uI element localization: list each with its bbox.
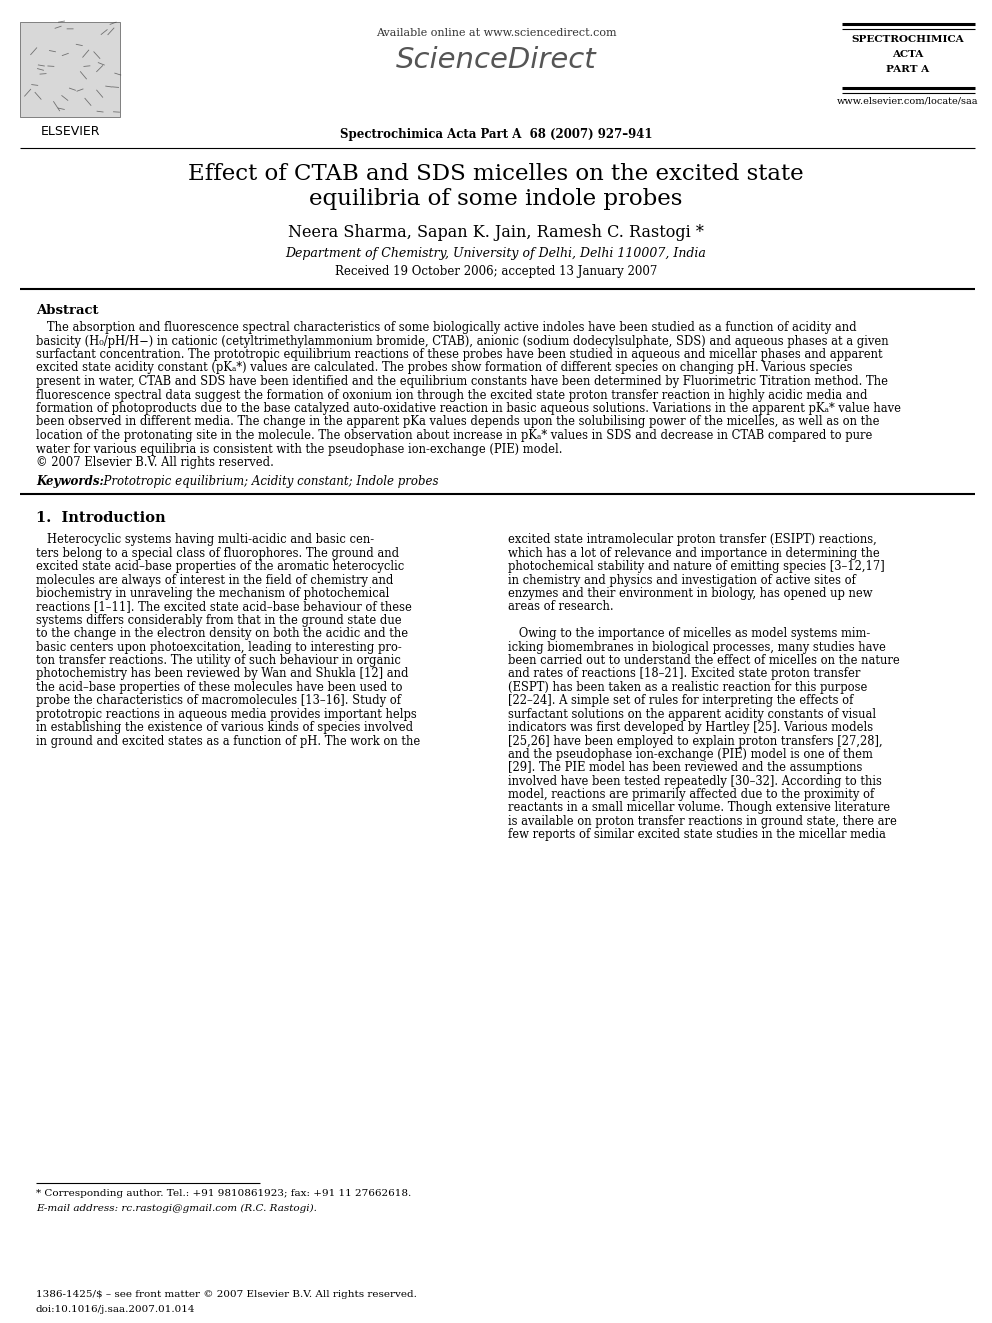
Text: photochemical stability and nature of emitting species [3–12,17]: photochemical stability and nature of em… (508, 561, 885, 573)
Text: formation of photoproducts due to the base catalyzed auto-oxidative reaction in : formation of photoproducts due to the ba… (36, 402, 901, 415)
Text: in ground and excited states as a function of pH. The work on the: in ground and excited states as a functi… (36, 734, 421, 747)
Text: the acid–base properties of these molecules have been used to: the acid–base properties of these molecu… (36, 681, 403, 693)
Text: (ESPT) has been taken as a realistic reaction for this purpose: (ESPT) has been taken as a realistic rea… (508, 681, 867, 693)
Text: been carried out to understand the effect of micelles on the nature: been carried out to understand the effec… (508, 654, 900, 667)
Text: and rates of reactions [18–21]. Excited state proton transfer: and rates of reactions [18–21]. Excited … (508, 668, 860, 680)
Text: ScienceDirect: ScienceDirect (396, 46, 596, 74)
Text: ters belong to a special class of fluorophores. The ground and: ters belong to a special class of fluoro… (36, 546, 399, 560)
Text: Abstract: Abstract (36, 304, 98, 318)
Text: [25,26] have been employed to explain proton transfers [27,28],: [25,26] have been employed to explain pr… (508, 734, 883, 747)
Text: and the pseudophase ion-exchange (PIE) model is one of them: and the pseudophase ion-exchange (PIE) m… (508, 747, 873, 761)
Text: E-mail address: rc.rastogi@gmail.com (R.C. Rastogi).: E-mail address: rc.rastogi@gmail.com (R.… (36, 1204, 316, 1213)
Text: The absorption and fluorescence spectral characteristics of some biologically ac: The absorption and fluorescence spectral… (36, 321, 857, 333)
Text: excited state acid–base properties of the aromatic heterocyclic: excited state acid–base properties of th… (36, 561, 405, 573)
Text: * Corresponding author. Tel.: +91 9810861923; fax: +91 11 27662618.: * Corresponding author. Tel.: +91 981086… (36, 1189, 412, 1199)
Text: Available online at www.sciencedirect.com: Available online at www.sciencedirect.co… (376, 28, 616, 38)
Bar (20, 22, 120, 116)
Text: fluorescence spectral data suggest the formation of oxonium ion through the exci: fluorescence spectral data suggest the f… (36, 389, 867, 401)
Text: model, reactions are primarily affected due to the proximity of: model, reactions are primarily affected … (508, 789, 874, 802)
Text: molecules are always of interest in the field of chemistry and: molecules are always of interest in the … (36, 574, 394, 586)
Text: biochemistry in unraveling the mechanism of photochemical: biochemistry in unraveling the mechanism… (36, 587, 390, 601)
Text: present in water, CTAB and SDS have been identified and the equilibrium constant: present in water, CTAB and SDS have been… (36, 374, 888, 388)
Text: SPECTROCHIMICA: SPECTROCHIMICA (852, 34, 964, 44)
Text: Department of Chemistry, University of Delhi, Delhi 110007, India: Department of Chemistry, University of D… (286, 247, 706, 261)
Text: surfactant solutions on the apparent acidity constants of visual: surfactant solutions on the apparent aci… (508, 708, 876, 721)
Text: Spectrochimica Acta Part A  68 (2007) 927–941: Spectrochimica Acta Part A 68 (2007) 927… (339, 128, 653, 142)
Text: Owing to the importance of micelles as model systems mim-: Owing to the importance of micelles as m… (508, 627, 870, 640)
Text: involved have been tested repeatedly [30–32]. According to this: involved have been tested repeatedly [30… (508, 775, 882, 787)
Text: © 2007 Elsevier B.V. All rights reserved.: © 2007 Elsevier B.V. All rights reserved… (36, 456, 274, 468)
Text: basic centers upon photoexcitation, leading to interesting pro-: basic centers upon photoexcitation, lead… (36, 640, 402, 654)
Text: Neera Sharma, Sapan K. Jain, Ramesh C. Rastogi *: Neera Sharma, Sapan K. Jain, Ramesh C. R… (288, 224, 704, 241)
Text: to the change in the electron density on both the acidic and the: to the change in the electron density on… (36, 627, 408, 640)
Text: [22–24]. A simple set of rules for interpreting the effects of: [22–24]. A simple set of rules for inter… (508, 695, 853, 708)
Text: Effect of CTAB and SDS micelles on the excited state: Effect of CTAB and SDS micelles on the e… (188, 163, 804, 185)
Text: excited state intramolecular proton transfer (ESIPT) reactions,: excited state intramolecular proton tran… (508, 533, 877, 546)
Text: excited state acidity constant (pKₐ*) values are calculated. The probes show for: excited state acidity constant (pKₐ*) va… (36, 361, 852, 374)
Text: systems differs considerably from that in the ground state due: systems differs considerably from that i… (36, 614, 402, 627)
Text: reactions [1–11]. The excited state acid–base behaviour of these: reactions [1–11]. The excited state acid… (36, 601, 412, 614)
Text: ton transfer reactions. The utility of such behaviour in organic: ton transfer reactions. The utility of s… (36, 654, 401, 667)
Text: Heterocyclic systems having multi-acidic and basic cen-: Heterocyclic systems having multi-acidic… (36, 533, 374, 546)
Text: which has a lot of relevance and importance in determining the: which has a lot of relevance and importa… (508, 546, 880, 560)
Text: reactants in a small micellar volume. Though extensive literature: reactants in a small micellar volume. Th… (508, 802, 890, 815)
Text: water for various equilibria is consistent with the pseudophase ion-exchange (PI: water for various equilibria is consiste… (36, 442, 562, 455)
Text: Keywords:: Keywords: (36, 475, 104, 488)
Text: PART A: PART A (887, 65, 930, 74)
Text: probe the characteristics of macromolecules [13–16]. Study of: probe the characteristics of macromolecu… (36, 695, 401, 708)
Text: few reports of similar excited state studies in the micellar media: few reports of similar excited state stu… (508, 828, 886, 841)
Text: been observed in different media. The change in the apparent pKa values depends : been observed in different media. The ch… (36, 415, 880, 429)
Text: ACTA: ACTA (893, 50, 924, 60)
Text: Received 19 October 2006; accepted 13 January 2007: Received 19 October 2006; accepted 13 Ja… (335, 265, 657, 278)
Text: ELSEVIER: ELSEVIER (41, 124, 100, 138)
Text: basicity (H₀/pH/H−) in cationic (cetyltrimethylammonium bromide, CTAB), anionic : basicity (H₀/pH/H−) in cationic (cetyltr… (36, 335, 889, 348)
Text: www.elsevier.com/locate/saa: www.elsevier.com/locate/saa (837, 97, 979, 106)
Text: surfactant concentration. The prototropic equilibrium reactions of these probes : surfactant concentration. The prototropi… (36, 348, 883, 361)
Text: doi:10.1016/j.saa.2007.01.014: doi:10.1016/j.saa.2007.01.014 (36, 1304, 195, 1314)
Text: areas of research.: areas of research. (508, 601, 614, 614)
Text: in establishing the existence of various kinds of species involved: in establishing the existence of various… (36, 721, 413, 734)
Text: is available on proton transfer reactions in ground state, there are: is available on proton transfer reaction… (508, 815, 897, 828)
Text: in chemistry and physics and investigation of active sites of: in chemistry and physics and investigati… (508, 574, 856, 586)
Text: [29]. The PIE model has been reviewed and the assumptions: [29]. The PIE model has been reviewed an… (508, 761, 862, 774)
Text: indicators was first developed by Hartley [25]. Various models: indicators was first developed by Hartle… (508, 721, 873, 734)
Text: Prototropic equilibrium; Acidity constant; Indole probes: Prototropic equilibrium; Acidity constan… (96, 475, 438, 488)
Text: 1.  Introduction: 1. Introduction (36, 512, 166, 525)
Text: photochemistry has been reviewed by Wan and Shukla [12] and: photochemistry has been reviewed by Wan … (36, 668, 409, 680)
Text: location of the protonating site in the molecule. The observation about increase: location of the protonating site in the … (36, 429, 872, 442)
Text: prototropic reactions in aqueous media provides important helps: prototropic reactions in aqueous media p… (36, 708, 417, 721)
Text: 1386-1425/$ – see front matter © 2007 Elsevier B.V. All rights reserved.: 1386-1425/$ – see front matter © 2007 El… (36, 1290, 417, 1299)
Text: equilibria of some indole probes: equilibria of some indole probes (310, 188, 682, 210)
Text: icking biomembranes in biological processes, many studies have: icking biomembranes in biological proces… (508, 640, 886, 654)
Text: enzymes and their environment in biology, has opened up new: enzymes and their environment in biology… (508, 587, 873, 601)
